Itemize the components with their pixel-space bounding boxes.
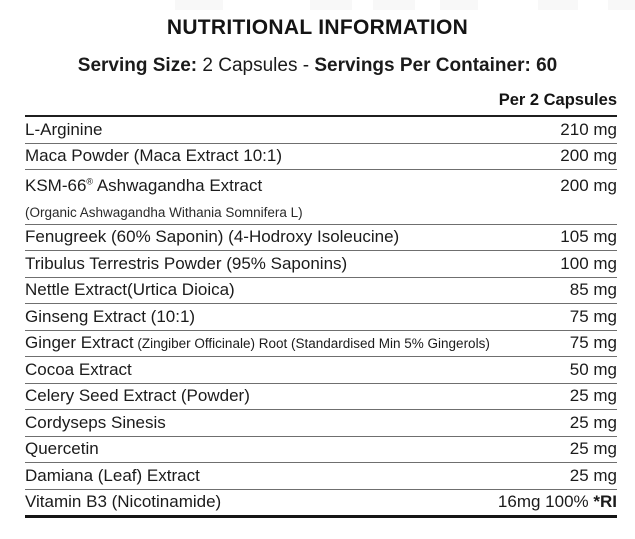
nutrition-table: L-Arginine 210 mg Maca Powder (Maca Extr… [25,115,617,518]
ingredient-amount: 50 mg [569,359,617,379]
ingredient-amount: 25 mg [569,386,617,405]
table-row: L-Arginine 210 mg [25,117,617,144]
scan-artifact [440,0,478,10]
table-row: Cordyseps Sinesis 25 mg [25,410,617,437]
table-row: Quercetin 25 mg [25,437,617,463]
ingredient-name: Cocoa Extract [25,359,132,379]
table-row: Cocoa Extract 50 mg [25,357,617,384]
scan-artifact [310,0,352,10]
ingredient-name: L-Arginine [25,119,103,139]
table-row: KSM-66® Ashwagandha Extract 200 mg (Orga… [25,170,617,225]
table-row: Damiana (Leaf) Extract 25 mg [25,463,617,490]
ingredient-name: Quercetin [25,439,99,458]
ingredient-amount: 25 mg [569,439,617,458]
ingredient-amount: 200 mg [560,175,617,195]
ingredient-amount: 85 mg [569,280,617,299]
column-header: Per 2 Capsules [498,91,617,109]
ingredient-name: Tribulus Terrestris Powder (95% Saponins… [25,253,348,273]
ingredient-name-detail: (Zingiber Officinale) Root (Standardised… [133,336,490,351]
table-row: Ginger Extract (Zingiber Officinale) Roo… [25,331,617,357]
scan-artifact [373,0,415,10]
servings-per-container: Servings Per Container: 60 [314,55,558,76]
ingredient-amount: 75 mg [569,306,617,326]
ingredient-amount: 100 mg [560,253,617,273]
scan-artifact [175,0,223,10]
ingredient-subtext: (Organic Ashwagandha Withania Somnifera … [25,204,303,220]
serving-size-label: Serving Size: [77,55,198,76]
ingredient-name: Maca Powder (Maca Extract 10:1) [25,146,282,165]
ingredient-name: Vitamin B3 (Nicotinamide) [25,492,222,511]
table-section: Per 2 Capsules L-Arginine 210 mg Maca Po… [25,77,617,518]
ingredient-amount: 75 mg [569,333,617,352]
page-title: NUTRITIONAL INFORMATION [166,16,469,39]
ingredient-amount: 25 mg [569,412,617,432]
table-row: Celery Seed Extract (Powder) 25 mg [25,384,617,410]
ingredient-name: KSM-66® Ashwagandha Extract [25,175,263,195]
ingredient-name: Ginger Extract (Zingiber Officinale) Roo… [25,333,490,352]
table-row: Vitamin B3 (Nicotinamide) 16mg 100% *RI [25,490,617,518]
serving-size-value: 2 Capsules - [197,55,315,76]
scan-artifact [608,0,635,10]
ingredient-name: Cordyseps Sinesis [25,412,166,432]
ingredient-name: Damiana (Leaf) Extract [25,465,200,485]
ingredient-amount: 25 mg [569,465,617,485]
ingredient-name: Fenugreek (60% Saponin) (4-Hodroxy Isole… [25,227,400,246]
ingredient-amount: 16mg 100% *RI [497,492,617,511]
ingredient-amount: 210 mg [560,119,617,139]
ingredient-name: Ginseng Extract (10:1) [25,306,196,326]
scan-artifact [538,0,578,10]
ingredient-amount: 200 mg [560,146,617,165]
ingredient-name: Celery Seed Extract (Powder) [25,386,250,405]
table-row: Nettle Extract(Urtica Dioica) 85 mg [25,278,617,304]
table-row: Maca Powder (Maca Extract 10:1) 200 mg [25,144,617,170]
table-row: Tribulus Terrestris Powder (95% Saponins… [25,251,617,278]
ri-marker: *RI [593,492,617,511]
ingredient-amount: 105 mg [560,227,617,246]
table-row: Fenugreek (60% Saponin) (4-Hodroxy Isole… [25,225,617,251]
table-row: Ginseng Extract (10:1) 75 mg [25,304,617,331]
serving-info: Serving Size: 2 Capsules - Servings Per … [0,40,635,77]
registered-trademark-symbol: ® [86,175,94,186]
ingredient-name: Nettle Extract(Urtica Dioica) [25,280,235,299]
